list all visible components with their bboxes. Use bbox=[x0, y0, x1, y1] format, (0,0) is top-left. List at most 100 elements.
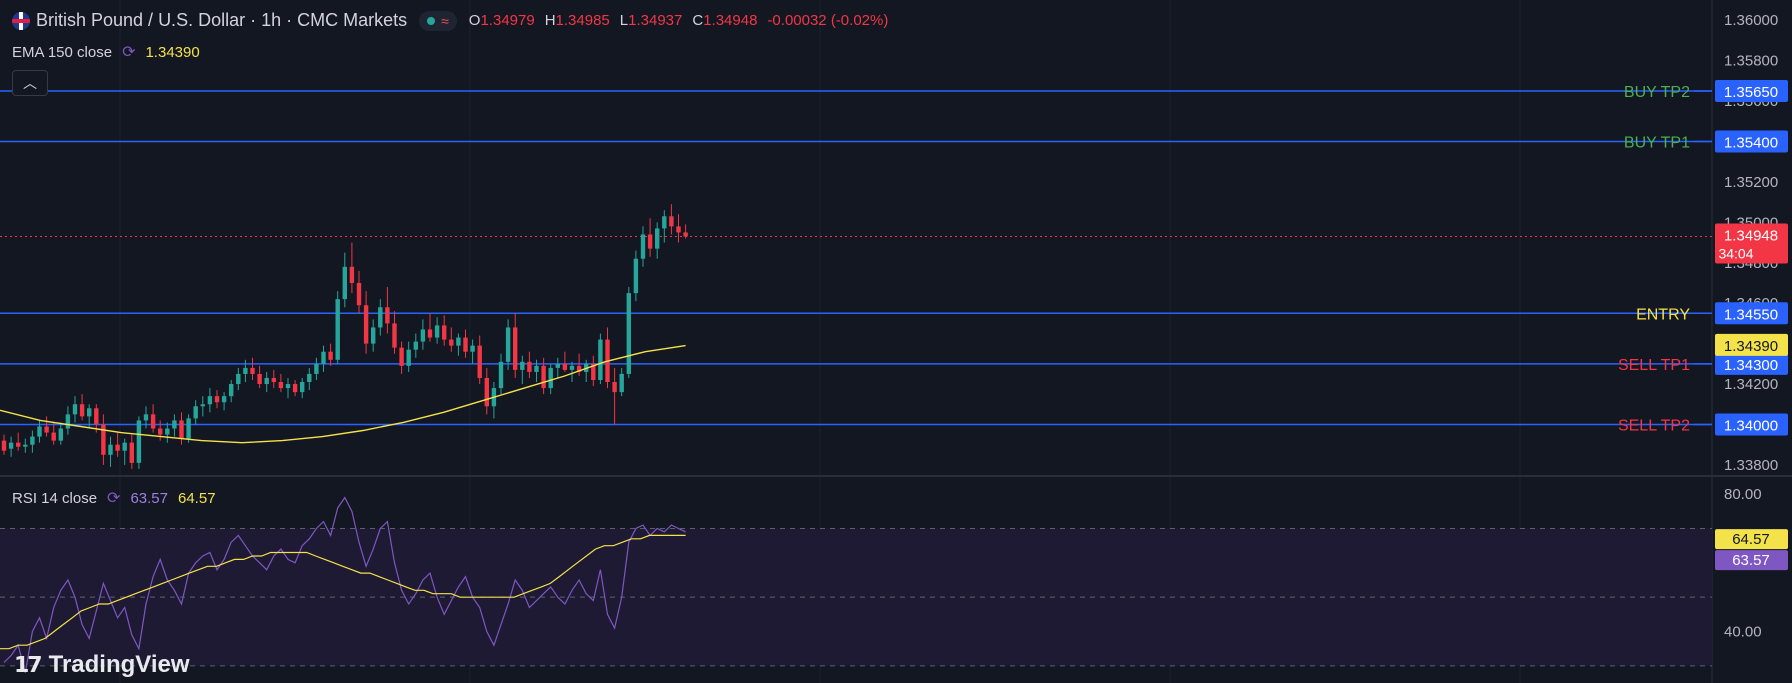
candle-body bbox=[633, 258, 639, 294]
candle-body bbox=[72, 404, 78, 415]
ema-150-line bbox=[0, 344, 686, 444]
rsi-tick-label: 80.00 bbox=[1724, 486, 1762, 503]
tradingview-logo[interactable]: 𝟭𝟳 TradingView bbox=[14, 651, 190, 679]
candle-body bbox=[1, 440, 7, 451]
level-price-text: 1.34550 bbox=[1724, 306, 1778, 323]
candle-body bbox=[498, 361, 504, 389]
market-open-dot-icon bbox=[427, 16, 436, 25]
candle-body bbox=[207, 396, 213, 405]
price-tick-label: 1.36000 bbox=[1724, 12, 1778, 29]
candle-body bbox=[662, 216, 667, 229]
level-label: BUY TP1 bbox=[1624, 134, 1690, 151]
candle-body bbox=[378, 307, 383, 328]
level-price-box bbox=[1715, 413, 1788, 436]
candle-body bbox=[640, 234, 646, 259]
level-label: SELL TP2 bbox=[1618, 417, 1690, 434]
candle-body bbox=[349, 266, 355, 283]
ema-price-box bbox=[1715, 333, 1788, 356]
candle-body bbox=[449, 339, 454, 346]
candle-body bbox=[598, 339, 603, 380]
candle-body bbox=[243, 367, 248, 374]
candle-body bbox=[300, 382, 305, 393]
ohlc-high-value: 1.34985 bbox=[555, 12, 610, 29]
rsi-label: RSI 14 close bbox=[12, 489, 98, 507]
candle-body bbox=[172, 420, 177, 429]
candle-body bbox=[363, 305, 369, 344]
candle-body bbox=[335, 299, 340, 360]
rsi-layer bbox=[0, 496, 1712, 673]
symbol-title[interactable]: British Pound / U.S. Dollar · 1h · CMC M… bbox=[36, 10, 408, 30]
candle-body bbox=[427, 329, 433, 338]
candle-body bbox=[555, 363, 560, 368]
candle-body bbox=[292, 384, 298, 393]
candle-body bbox=[612, 382, 617, 393]
candle-body bbox=[541, 365, 546, 389]
market-status-pill[interactable]: ≈ bbox=[419, 10, 457, 31]
rsi-tick-label: 40.00 bbox=[1724, 624, 1762, 641]
candle-body bbox=[321, 351, 326, 364]
candle-body bbox=[278, 382, 284, 389]
candle-body bbox=[236, 373, 241, 385]
rsi-cycle-icon[interactable]: ⟳ bbox=[107, 490, 121, 507]
candle-body bbox=[221, 396, 227, 403]
tradingview-logo-icon: 𝟭𝟳 bbox=[14, 652, 43, 677]
collapse-legend-button[interactable]: ︿ bbox=[12, 70, 48, 96]
ohlc-low-value: 1.34937 bbox=[628, 12, 683, 29]
candle-body bbox=[477, 345, 482, 378]
candle-body bbox=[264, 377, 269, 385]
cycle-icon[interactable]: ⟳ bbox=[122, 44, 136, 61]
candle-body bbox=[463, 337, 468, 352]
candle-body bbox=[342, 266, 347, 300]
candle-body bbox=[94, 408, 99, 425]
candle-body bbox=[513, 327, 518, 370]
level-price-box bbox=[1715, 352, 1788, 375]
candle-body bbox=[314, 363, 319, 374]
rsi-ma-box-text: 64.57 bbox=[1732, 531, 1770, 548]
candle-body bbox=[548, 367, 553, 389]
candle-body bbox=[307, 373, 312, 383]
wave-icon: ≈ bbox=[441, 12, 449, 29]
candle-body bbox=[165, 428, 170, 435]
price-tick-label: 1.34200 bbox=[1724, 376, 1778, 393]
level-label: BUY TP2 bbox=[1624, 84, 1690, 101]
ema-value: 1.34390 bbox=[145, 43, 200, 61]
level-label: ENTRY bbox=[1636, 306, 1690, 323]
candle-body bbox=[647, 234, 653, 249]
candle-body bbox=[434, 325, 440, 338]
candle-body bbox=[505, 327, 511, 362]
current-price-box bbox=[1715, 223, 1788, 264]
candle-body bbox=[406, 349, 411, 366]
candle-body bbox=[520, 361, 525, 370]
rsi-legend[interactable]: RSI 14 close ⟳ 63.57 64.57 bbox=[12, 488, 216, 508]
level-label: SELL TP1 bbox=[1618, 357, 1690, 374]
candle-body bbox=[115, 444, 120, 451]
price-axis: 1.360001.358001.356001.354001.352001.350… bbox=[1715, 12, 1788, 641]
candle-body bbox=[44, 426, 49, 433]
candles bbox=[1, 204, 688, 469]
candle-body bbox=[257, 373, 262, 385]
candle-body bbox=[562, 363, 568, 370]
rsi-value-box-text: 63.57 bbox=[1732, 552, 1770, 569]
candle-body bbox=[534, 365, 539, 372]
level-price-box bbox=[1715, 130, 1788, 153]
candle-body bbox=[356, 282, 362, 306]
candle-body bbox=[8, 442, 14, 449]
candle-body bbox=[51, 432, 56, 441]
logo-text: TradingView bbox=[48, 651, 190, 678]
chevron-up-icon: ︿ bbox=[23, 75, 37, 91]
candle-body bbox=[413, 341, 418, 350]
ema-price-text: 1.34390 bbox=[1724, 338, 1778, 355]
ema-legend[interactable]: EMA 150 close ⟳ 1.34390 bbox=[12, 42, 200, 62]
rsi-ma-box bbox=[1715, 529, 1788, 550]
candle-body bbox=[392, 323, 397, 348]
candle-body bbox=[122, 442, 127, 451]
candle-body bbox=[30, 436, 35, 445]
candle-body bbox=[101, 424, 106, 455]
candle-body bbox=[16, 442, 21, 447]
rsi-value: 63.57 bbox=[130, 489, 168, 507]
ohlc-key-open: O bbox=[468, 12, 481, 29]
ohlc-open-value: 1.34979 bbox=[480, 12, 535, 29]
ohlc-key-high: H bbox=[544, 12, 556, 29]
